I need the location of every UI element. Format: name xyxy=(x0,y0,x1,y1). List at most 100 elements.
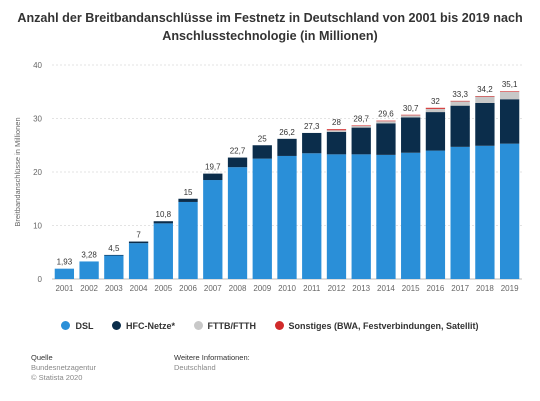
data-label-2001: 1,93 xyxy=(57,258,73,267)
bar-segment-dsl-2007 xyxy=(203,180,223,279)
data-label-2018: 34,2 xyxy=(477,85,493,94)
bar-segment-hfcnetze-2003 xyxy=(104,254,124,256)
bar-segment-sonstiges-2019 xyxy=(499,91,520,92)
data-label-2014: 29,6 xyxy=(378,110,394,119)
bar-segment-dsl-2014 xyxy=(376,154,396,279)
bar-segment-dsl-2001 xyxy=(54,268,75,279)
bar-segment-hfcnetze-2004 xyxy=(128,241,149,244)
bar-segment-dsl-2011 xyxy=(302,153,322,279)
data-label-2008: 22,7 xyxy=(230,147,246,156)
bar-segment-hfcnetze-2009 xyxy=(252,145,272,159)
bar-segment-sonstiges-2015 xyxy=(401,114,421,116)
y-tick-label: 20 xyxy=(33,168,42,177)
legend-item-sonstiges[interactable]: Sonstiges (BWA, Festverbindungen, Satell… xyxy=(274,320,479,331)
data-label-2012: 28 xyxy=(332,118,341,127)
bar-segment-dsl-2019 xyxy=(499,143,520,279)
legend-item-hfc[interactable]: HFC-Netze* xyxy=(111,320,175,331)
bar-segment-hfcnetze-2014 xyxy=(376,123,396,155)
legend-swatch-dsl xyxy=(61,320,71,330)
legend-item-fttb[interactable]: FTTB/FTTH xyxy=(193,320,257,331)
x-tick-label-2014: 2014 xyxy=(377,284,395,293)
data-label-2002: 3,28 xyxy=(81,250,97,259)
data-label-2006: 15 xyxy=(184,188,193,197)
bar-segment-fttbftth-2018 xyxy=(475,96,495,103)
x-tick-label-2003: 2003 xyxy=(105,284,123,293)
y-tick-label: 40 xyxy=(33,61,42,70)
source-name[interactable]: Bundesnetzagentur xyxy=(31,363,97,372)
bar-segment-dsl-2012 xyxy=(326,154,347,279)
bar-segment-fttbftth-2014 xyxy=(376,121,396,124)
bar-segment-hfcnetze-2008 xyxy=(227,157,248,168)
bar-segment-hfcnetze-2016 xyxy=(425,112,446,151)
x-tick-label-2001: 2001 xyxy=(55,284,73,293)
x-tick-label-2006: 2006 xyxy=(179,284,197,293)
bar-segment-fttbftth-2017 xyxy=(450,101,470,106)
legend-item-dsl[interactable]: DSL xyxy=(61,321,93,331)
bar-segment-dsl-2006 xyxy=(178,201,198,279)
legend-label-dsl: DSL xyxy=(75,320,94,331)
bar-segment-dsl-2010 xyxy=(277,155,297,279)
data-label-2007: 19,7 xyxy=(205,163,221,172)
bar-segment-sonstiges-2014 xyxy=(376,120,396,122)
bar-segment-dsl-2015 xyxy=(401,152,421,279)
chart-title: Anzahl der Breitbandanschlüsse im Festne… xyxy=(17,11,523,43)
x-tick-label-2016: 2016 xyxy=(427,284,445,293)
bar-segment-hfcnetze-2006 xyxy=(178,198,198,202)
x-tick-label-2007: 2007 xyxy=(204,284,222,293)
bar-segment-hfcnetze-2011 xyxy=(302,132,322,154)
bar-segment-sonstiges-2016 xyxy=(425,107,446,109)
bar-segment-hfcnetze-2010 xyxy=(277,138,297,156)
legend-swatch-fttb xyxy=(193,320,203,330)
data-label-2015: 30,7 xyxy=(403,104,419,113)
bar-segment-hfcnetze-2007 xyxy=(203,173,223,181)
copyright-text: © Statista 2020 xyxy=(31,373,83,382)
source-block: Quelle Bundesnetzagentur © Statista 2020 xyxy=(31,353,96,383)
data-label-2003: 4,5 xyxy=(108,244,120,253)
x-tick-label-2019: 2019 xyxy=(501,284,519,293)
bar-segment-dsl-2016 xyxy=(425,150,446,279)
y-axis-title: Breitbandanschlüsse in Millionen xyxy=(13,117,22,226)
bar-segment-dsl-2004 xyxy=(128,243,149,279)
bar-segment-dsl-2002 xyxy=(79,261,99,279)
info-region: Deutschland xyxy=(174,363,216,372)
bar-segment-dsl-2009 xyxy=(252,158,272,279)
x-tick-label-2013: 2013 xyxy=(352,284,370,293)
bar-segment-hfcnetze-2018 xyxy=(475,102,495,146)
x-tick-label-2009: 2009 xyxy=(253,284,271,293)
legend-label-fttb: FTTB/FTTH xyxy=(207,320,257,331)
bar-segment-hfcnetze-2005 xyxy=(153,221,173,224)
legend: DSL HFC-Netze* FTTB/FTTH Sonstiges (BWA,… xyxy=(0,320,540,331)
data-label-2009: 25 xyxy=(258,134,267,143)
bar-segment-sonstiges-2017 xyxy=(450,100,470,102)
bar-segment-hfcnetze-2012 xyxy=(326,131,347,155)
bar-segment-dsl-2008 xyxy=(227,167,248,279)
x-tick-label-2012: 2012 xyxy=(328,284,346,293)
bar-segment-fttbftth-2012 xyxy=(326,130,347,132)
x-tick-label-2011: 2011 xyxy=(303,284,321,293)
data-label-2010: 26,2 xyxy=(279,128,295,137)
y-tick-label: 30 xyxy=(33,115,42,124)
data-label-2005: 10,8 xyxy=(156,210,172,219)
bar-segment-sonstiges-2012 xyxy=(326,129,347,131)
x-tick-label-2018: 2018 xyxy=(476,284,494,293)
bar-segment-hfcnetze-2013 xyxy=(351,127,371,155)
x-tick-label-2005: 2005 xyxy=(154,284,172,293)
legend-swatch-hfc xyxy=(111,320,121,330)
bar-segment-dsl-2013 xyxy=(351,154,371,279)
bar-segment-fttbftth-2015 xyxy=(401,115,421,118)
bar-segment-dsl-2003 xyxy=(104,255,124,279)
bar-segment-sonstiges-2013 xyxy=(351,125,371,127)
bar-segment-hfcnetze-2017 xyxy=(450,105,470,147)
data-label-2019: 35,1 xyxy=(502,80,518,89)
x-tick-label-2015: 2015 xyxy=(402,284,420,293)
legend-label-hfc: HFC-Netze* xyxy=(125,320,175,331)
bar-segment-fttbftth-2019 xyxy=(499,91,520,100)
x-tick-label-2008: 2008 xyxy=(229,284,247,293)
data-label-2011: 27,3 xyxy=(304,122,320,131)
bar-segment-fttbftth-2016 xyxy=(425,108,446,113)
y-tick-label: 0 xyxy=(38,275,43,284)
x-tick-label-2017: 2017 xyxy=(451,284,469,293)
bar-segment-hfcnetze-2015 xyxy=(401,117,421,153)
legend-label-sonstiges: Sonstiges (BWA, Festverbindungen, Satell… xyxy=(288,320,479,331)
